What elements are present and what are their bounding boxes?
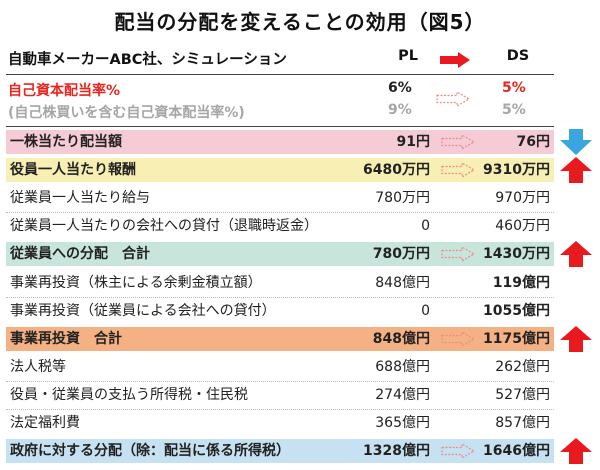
row-label: 政府に対する分配（除：配当に係る所得税） xyxy=(10,443,290,459)
row-ds-value: 1175億円 xyxy=(483,331,550,347)
row-separator xyxy=(6,381,554,382)
roe-divider xyxy=(6,126,554,127)
row-separator xyxy=(6,297,554,298)
header-pl: PL xyxy=(398,48,418,64)
table-row: 一株当たり配当額 91円 76円 xyxy=(6,130,554,154)
row-ds-value: 460万円 xyxy=(495,218,550,234)
up-arrow-icon xyxy=(560,326,592,352)
row-pl-value: 688億円 xyxy=(375,359,430,375)
row-ds-value: 9310万円 xyxy=(483,162,550,178)
row-pl-value: 848億円 xyxy=(375,275,430,291)
up-arrow-icon xyxy=(560,241,592,267)
row-label: 事業再投資（株主による余剰金積立額） xyxy=(10,275,262,291)
header-ds: DS xyxy=(506,48,530,64)
page-title: 配当の分配を変えることの効用（図5） xyxy=(114,10,486,34)
table-row: 役員一人当たり報酬 6480万円 9310万円 xyxy=(6,158,554,182)
row-label: 従業員一人当たり給与 xyxy=(10,190,150,206)
roe-pl: 6% xyxy=(388,80,412,96)
row-pl-value: 6480万円 xyxy=(363,162,430,178)
roe-label: (自己株買いを含む自己資本配当率%) xyxy=(8,105,245,121)
table-row: 事業再投資（従業員による会社への貸付） 0 1055億円 xyxy=(6,299,554,323)
row-ds-value: 119億円 xyxy=(492,275,550,291)
table-row: 事業再投資 合計 848億円 1175億円 xyxy=(6,327,554,351)
table-row: 法人税等 688億円 262億円 xyxy=(6,355,554,379)
row-pl-value: 0 xyxy=(421,218,430,234)
row-label: 一株当たり配当額 xyxy=(10,134,122,150)
row-pl-value: 1328億円 xyxy=(363,443,430,459)
row-ds-value: 1055億円 xyxy=(483,303,550,319)
outline-right-arrow-icon xyxy=(441,134,475,150)
row-pl-value: 780万円 xyxy=(375,190,430,206)
row-label: 法定福利費 xyxy=(10,415,80,431)
row-pl-value: 780万円 xyxy=(372,246,430,262)
table-row: 従業員一人当たりの会社への貸付（退職時返金） 0 460万円 xyxy=(6,214,554,238)
outline-right-arrow-icon xyxy=(441,331,475,347)
up-arrow-icon xyxy=(560,438,592,464)
roe-ds: 5% xyxy=(502,102,526,118)
table-row: 法定福利費 365億円 857億円 xyxy=(6,411,554,435)
roe-label: 自己資本配当率% xyxy=(8,83,121,99)
row-label: 事業再投資（従業員による会社への貸付） xyxy=(10,303,276,319)
solid-right-arrow-icon xyxy=(440,52,470,68)
row-pl-value: 0 xyxy=(421,303,430,319)
row-separator xyxy=(6,409,554,410)
roe-pl: 9% xyxy=(388,102,412,118)
roe-ds: 5% xyxy=(502,80,526,96)
header-label: 自動車メーカーABC社、シミュレーション xyxy=(8,52,287,68)
row-pl-value: 365億円 xyxy=(375,415,430,431)
row-ds-value: 970万円 xyxy=(495,190,550,206)
header-divider xyxy=(6,74,554,75)
row-ds-value: 527億円 xyxy=(495,387,550,403)
table-row: 従業員一人当たり給与 780万円 970万円 xyxy=(6,186,554,210)
row-separator xyxy=(6,212,554,213)
outline-right-arrow-icon xyxy=(441,162,475,178)
up-arrow-icon xyxy=(560,157,592,183)
outline-right-arrow-icon xyxy=(441,246,475,262)
row-ds-value: 262億円 xyxy=(495,359,550,375)
table-row: 事業再投資（株主による余剰金積立額） 848億円 119億円 xyxy=(6,271,554,295)
row-label: 従業員への分配 合計 xyxy=(10,246,150,262)
down-arrow-icon xyxy=(560,129,592,155)
row-pl-value: 91円 xyxy=(396,134,430,150)
row-pl-value: 848億円 xyxy=(372,331,430,347)
row-label: 役員・従業員の支払う所得税・住民税 xyxy=(10,387,248,403)
row-ds-value: 76円 xyxy=(516,134,550,150)
row-pl-value: 274億円 xyxy=(375,387,430,403)
row-ds-value: 857億円 xyxy=(495,415,550,431)
outline-right-arrow-icon xyxy=(441,443,475,459)
table-row: 政府に対する分配（除：配当に係る所得税） 1328億円 1646億円 xyxy=(6,439,554,463)
row-label: 事業再投資 合計 xyxy=(10,331,122,347)
row-ds-value: 1646億円 xyxy=(483,443,550,459)
table-row: 役員・従業員の支払う所得税・住民税 274億円 527億円 xyxy=(6,383,554,407)
row-label: 従業員一人当たりの会社への貸付（退職時返金） xyxy=(10,218,318,234)
row-label: 法人税等 xyxy=(10,359,66,375)
row-label: 役員一人当たり報酬 xyxy=(10,162,136,178)
table-row: 従業員への分配 合計 780万円 1430万円 xyxy=(6,242,554,266)
outline-right-arrow-icon xyxy=(436,91,470,107)
row-ds-value: 1430万円 xyxy=(483,246,550,262)
